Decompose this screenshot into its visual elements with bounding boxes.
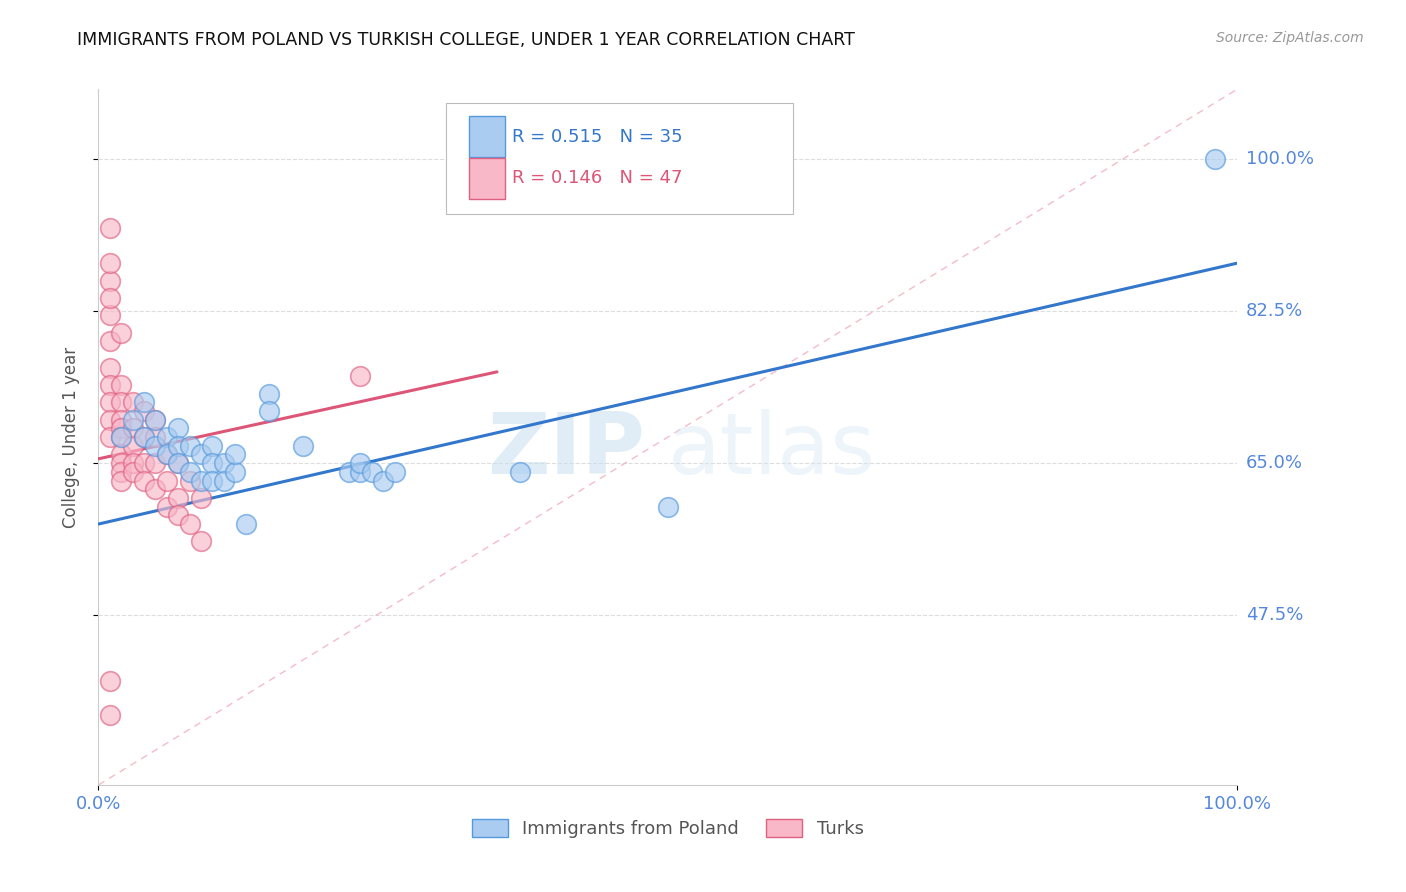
Point [145, 412, 167, 427]
Point [349, 456, 371, 470]
Point [167, 456, 190, 470]
Point [110, 456, 132, 470]
Point [121, 439, 143, 453]
Point [145, 482, 167, 496]
Point [98, 221, 121, 235]
Point [110, 395, 132, 409]
Point [132, 474, 155, 488]
Point [98, 412, 121, 427]
Text: atlas: atlas [668, 409, 876, 492]
Point [98, 708, 121, 723]
Point [190, 447, 212, 461]
Point [132, 430, 155, 444]
Point [212, 456, 235, 470]
Point [121, 456, 143, 470]
Point [224, 465, 246, 479]
Point [98, 334, 121, 349]
Point [156, 447, 179, 461]
Point [110, 412, 132, 427]
Point [156, 447, 179, 461]
Point [167, 456, 190, 470]
Point [145, 456, 167, 470]
Point [110, 326, 132, 340]
Text: IMMIGRANTS FROM POLAND VS TURKISH COLLEGE, UNDER 1 YEAR CORRELATION CHART: IMMIGRANTS FROM POLAND VS TURKISH COLLEG… [77, 31, 855, 49]
Point [156, 500, 179, 514]
Point [145, 439, 167, 453]
Text: R = 0.146   N = 47: R = 0.146 N = 47 [512, 169, 682, 187]
Point [110, 465, 132, 479]
Point [179, 474, 201, 488]
FancyBboxPatch shape [446, 103, 793, 214]
Point [201, 439, 224, 453]
Point [132, 456, 155, 470]
Point [132, 395, 155, 409]
Point [145, 430, 167, 444]
Point [259, 386, 281, 401]
Point [167, 421, 190, 435]
Text: R = 0.515   N = 35: R = 0.515 N = 35 [512, 128, 682, 145]
Point [167, 491, 190, 505]
Point [145, 412, 167, 427]
Point [132, 404, 155, 418]
Point [98, 308, 121, 322]
Point [98, 291, 121, 305]
Point [110, 378, 132, 392]
Point [110, 430, 132, 444]
Legend: Immigrants from Poland, Turks: Immigrants from Poland, Turks [464, 812, 872, 846]
Text: 82.5%: 82.5% [1246, 302, 1303, 320]
Point [156, 474, 179, 488]
FancyBboxPatch shape [468, 158, 505, 199]
Point [371, 474, 394, 488]
Point [259, 404, 281, 418]
Point [1204, 152, 1226, 166]
Point [98, 273, 121, 287]
Text: Source: ZipAtlas.com: Source: ZipAtlas.com [1216, 31, 1364, 45]
Point [98, 395, 121, 409]
Point [98, 673, 121, 688]
Point [179, 517, 201, 532]
Point [201, 456, 224, 470]
Point [360, 465, 382, 479]
Point [190, 474, 212, 488]
Point [212, 474, 235, 488]
Point [349, 465, 371, 479]
Text: 100.0%: 100.0% [1246, 150, 1313, 168]
Y-axis label: College, Under 1 year: College, Under 1 year [62, 346, 80, 528]
Point [167, 439, 190, 453]
Point [132, 430, 155, 444]
Point [337, 465, 360, 479]
Point [110, 474, 132, 488]
Point [167, 508, 190, 523]
Point [292, 439, 315, 453]
Point [110, 421, 132, 435]
Point [224, 447, 246, 461]
Point [121, 465, 143, 479]
Point [98, 360, 121, 375]
FancyBboxPatch shape [468, 116, 505, 157]
Point [98, 378, 121, 392]
Point [384, 465, 406, 479]
Point [201, 474, 224, 488]
Point [509, 465, 531, 479]
Point [179, 465, 201, 479]
Point [121, 421, 143, 435]
Point [235, 517, 257, 532]
Point [349, 369, 371, 384]
Point [657, 500, 679, 514]
Point [179, 439, 201, 453]
Point [121, 395, 143, 409]
Point [190, 534, 212, 549]
Point [110, 430, 132, 444]
Point [190, 491, 212, 505]
Point [110, 447, 132, 461]
Point [121, 412, 143, 427]
Text: 47.5%: 47.5% [1246, 607, 1303, 624]
Text: 65.0%: 65.0% [1246, 454, 1302, 472]
Point [98, 256, 121, 270]
Text: ZIP: ZIP [488, 409, 645, 492]
Point [156, 430, 179, 444]
Point [98, 430, 121, 444]
